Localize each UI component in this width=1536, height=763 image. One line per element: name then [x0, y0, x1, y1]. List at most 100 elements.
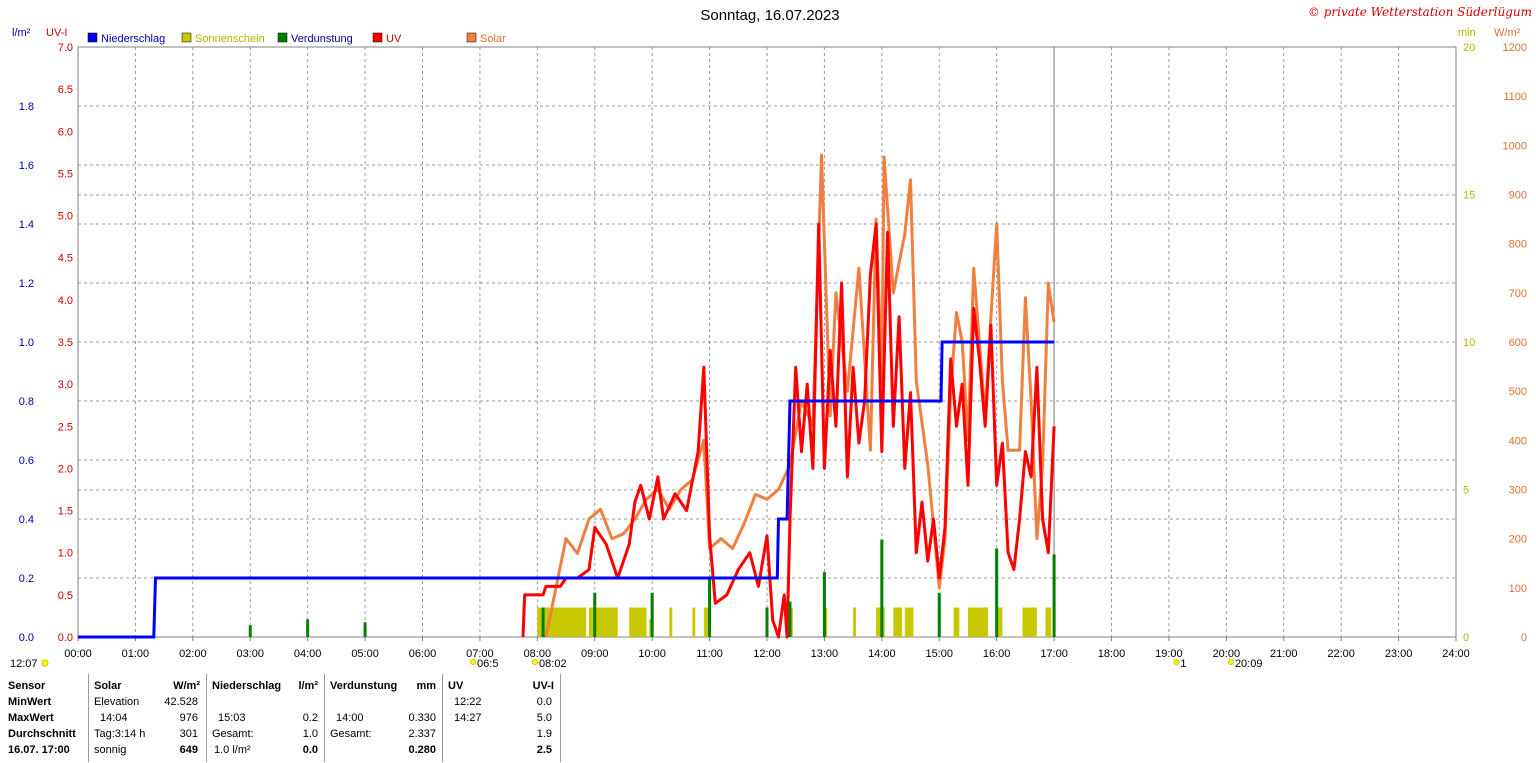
- tick-label-x: 21:00: [1270, 648, 1298, 660]
- legend-label: UV: [386, 33, 402, 45]
- solar-label-max: 14:04: [100, 712, 128, 724]
- axis-units: l/m² UV-I min W/m²: [12, 27, 1521, 39]
- tick-label-left2: 6.5: [58, 84, 73, 96]
- tick-label-left1: 1.8: [19, 101, 34, 113]
- tick-label-left1: 1.6: [19, 160, 34, 172]
- precipitation-line: [78, 340, 1055, 639]
- tick-label-x: 20:00: [1213, 648, 1241, 660]
- tick-labels: 0.0 0.2 0.4 0.6 0.8 1.0 1.2 1.4 1.6 1.8 0.0 0.5 1.0 1…: [19, 42, 1527, 660]
- sunshine-bar: [967, 607, 989, 637]
- verdunstung-label-max: 14:00: [336, 712, 364, 724]
- tick-label-left2: 1.0: [58, 548, 73, 560]
- verdunstung-value-now: 0.280: [408, 744, 436, 756]
- legend-swatch: [466, 32, 477, 43]
- sunshine-bar: [953, 607, 960, 637]
- legend-label: Niederschlag: [101, 33, 165, 45]
- tick-label-right1: 0: [1463, 632, 1469, 644]
- series-layer: [78, 47, 1056, 639]
- tick-label-left1: 0.6: [19, 455, 34, 467]
- tick-label-x: 19:00: [1155, 648, 1183, 660]
- tick-label-x: 15:00: [925, 648, 953, 660]
- tick-label-left2: 2.0: [58, 463, 73, 475]
- sun-icon: [532, 659, 539, 665]
- tick-label-right2: 600: [1509, 337, 1527, 349]
- verdunstung-value-max: 0.330: [408, 712, 436, 724]
- uv-header: UV: [448, 680, 464, 692]
- weather-chart: Sonntag, 16.07.2023 © private Wetterstat…: [10, 5, 1532, 670]
- table-divider: [560, 674, 561, 762]
- niederschlag-header: Niederschlag: [212, 680, 282, 692]
- tick-label-left1: 0.2: [19, 573, 34, 585]
- sun-marker-label: 20:09: [1235, 658, 1263, 670]
- sun-icon: [1227, 659, 1234, 665]
- tick-label-x: 01:00: [122, 648, 150, 660]
- tick-label-right2: 500: [1509, 386, 1527, 398]
- uv-label-max: 14:27: [454, 712, 482, 724]
- tick-label-right2: 300: [1509, 485, 1527, 497]
- niederschlag-value-now: 0.0: [302, 744, 318, 756]
- tick-label-x: 10:00: [638, 648, 666, 660]
- legend-swatch: [181, 32, 192, 43]
- tick-label-x: 06:00: [409, 648, 437, 660]
- tick-label-x: 07:00: [466, 648, 494, 660]
- sunshine-bar: [996, 607, 1003, 637]
- solar-header: Solar: [94, 680, 122, 692]
- sunshine-bar: [853, 607, 856, 637]
- tick-label-right2: 200: [1509, 534, 1527, 546]
- tick-label-left2: 2.5: [58, 421, 73, 433]
- tick-label-right2: 1100: [1503, 91, 1527, 103]
- sunshine-bar: [1045, 607, 1052, 637]
- tick-label-right2: 900: [1509, 190, 1527, 202]
- uv-line: [521, 222, 1056, 639]
- legend-label: Sonnenschein: [195, 33, 265, 45]
- sun-icon: [470, 659, 477, 665]
- legend-label: Verdunstung: [291, 33, 353, 45]
- solar-label-avg: Tag:3:14 h: [94, 728, 146, 740]
- tick-label-left1: 1.2: [19, 278, 34, 290]
- legend: Niederschlag Sonnenschein Verdunstung UV Sol…: [87, 32, 506, 45]
- tick-label-left2: 7.0: [58, 42, 73, 54]
- tick-label-left2: 5.5: [58, 168, 73, 180]
- row-label-min: MinWert: [8, 696, 52, 708]
- table-divider: [324, 674, 325, 762]
- tick-label-x: 13:00: [811, 648, 839, 660]
- table-divider: [206, 674, 207, 762]
- tick-label-left2: 3.0: [58, 379, 73, 391]
- tick-label-right2: 700: [1509, 288, 1527, 300]
- sunshine-bar: [629, 607, 647, 637]
- verdunstung-label-avg: Gesamt:: [330, 728, 372, 740]
- uv-value-min: 0.0: [536, 696, 552, 708]
- tick-label-right2: 800: [1509, 239, 1527, 251]
- tick-label-right1: 15: [1463, 190, 1475, 202]
- sunshine-bar: [537, 607, 587, 637]
- tick-label-x: 05:00: [351, 648, 379, 660]
- tick-label-right1: 5: [1463, 485, 1469, 497]
- chart-title: Sonntag, 16.07.2023: [700, 7, 839, 24]
- tick-label-left2: 3.5: [58, 337, 73, 349]
- tick-label-x: 08:00: [524, 648, 552, 660]
- axis-unit-left2: UV-I: [46, 27, 67, 39]
- solar-value-max: 976: [179, 712, 198, 724]
- niederschlag-value-avg: 1.0: [302, 728, 318, 740]
- axis-unit-right2: W/m²: [1494, 27, 1521, 39]
- tick-label-left1: 0.4: [19, 514, 34, 526]
- solar-value-avg: 301: [179, 728, 198, 740]
- axis-unit-left1: l/m²: [12, 27, 31, 39]
- tick-label-left2: 0.5: [58, 590, 73, 602]
- sunshine-bar: [904, 607, 914, 637]
- uv-label-min: 12:22: [454, 696, 482, 708]
- tick-label-x: 09:00: [581, 648, 609, 660]
- grid: [78, 47, 1456, 637]
- table-divider: [442, 674, 443, 762]
- row-label-max: MaxWert: [8, 712, 54, 724]
- copyright-text: © private Wetterstation Süderlügum: [1308, 5, 1532, 19]
- tick-label-left2: 5.0: [58, 211, 73, 223]
- solar-value-now: 649: [179, 744, 198, 756]
- solar-value-min: 42.528: [164, 696, 198, 708]
- verdunstung-unit: mm: [416, 680, 436, 692]
- tick-label-right2: 1000: [1503, 140, 1527, 152]
- uv-unit: UV-I: [532, 680, 554, 692]
- tick-label-right2: 0: [1521, 632, 1527, 644]
- sunshine-bar: [703, 607, 710, 637]
- tick-label-right2: 100: [1509, 583, 1527, 595]
